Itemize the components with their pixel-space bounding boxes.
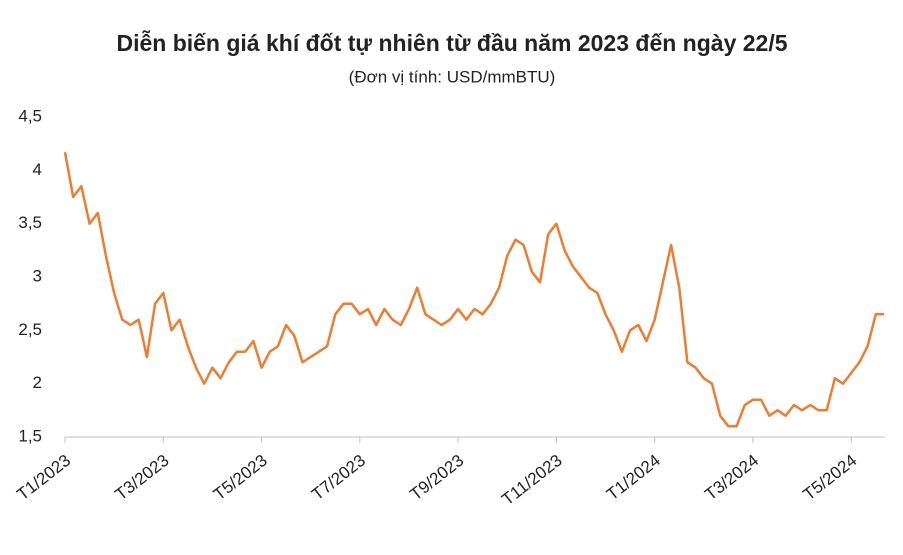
chart-title: Diễn biến giá khí đốt tự nhiên từ đầu nă…: [116, 29, 787, 56]
x-tick-label: T7/2023: [308, 451, 369, 504]
y-tick-label: 2: [33, 373, 42, 392]
line: [63, 151, 884, 428]
y-tick-label: 4: [33, 160, 42, 179]
y-tick-label: 1,5: [18, 426, 42, 445]
x-tick-label: T11/2023: [498, 451, 565, 509]
y-tick-label: 3: [33, 266, 42, 285]
x-tick-label: T3/2023: [112, 451, 173, 504]
y-tick-label: 2,5: [18, 320, 42, 339]
x-tick-label: T3/2024: [701, 451, 762, 504]
x-tick-label: T1/2023: [13, 451, 74, 504]
x-tick-label: T5/2023: [210, 451, 271, 504]
y-tick-label: 4,5: [18, 106, 42, 125]
x-tick-label: T5/2024: [800, 451, 861, 504]
x-tick-label: T1/2024: [603, 451, 664, 504]
y-tick-label: 3,5: [18, 213, 42, 232]
x-tick-label: T9/2023: [406, 451, 467, 504]
chart-subtitle: (Đơn vị tính: USD/mmBTU): [349, 67, 556, 86]
